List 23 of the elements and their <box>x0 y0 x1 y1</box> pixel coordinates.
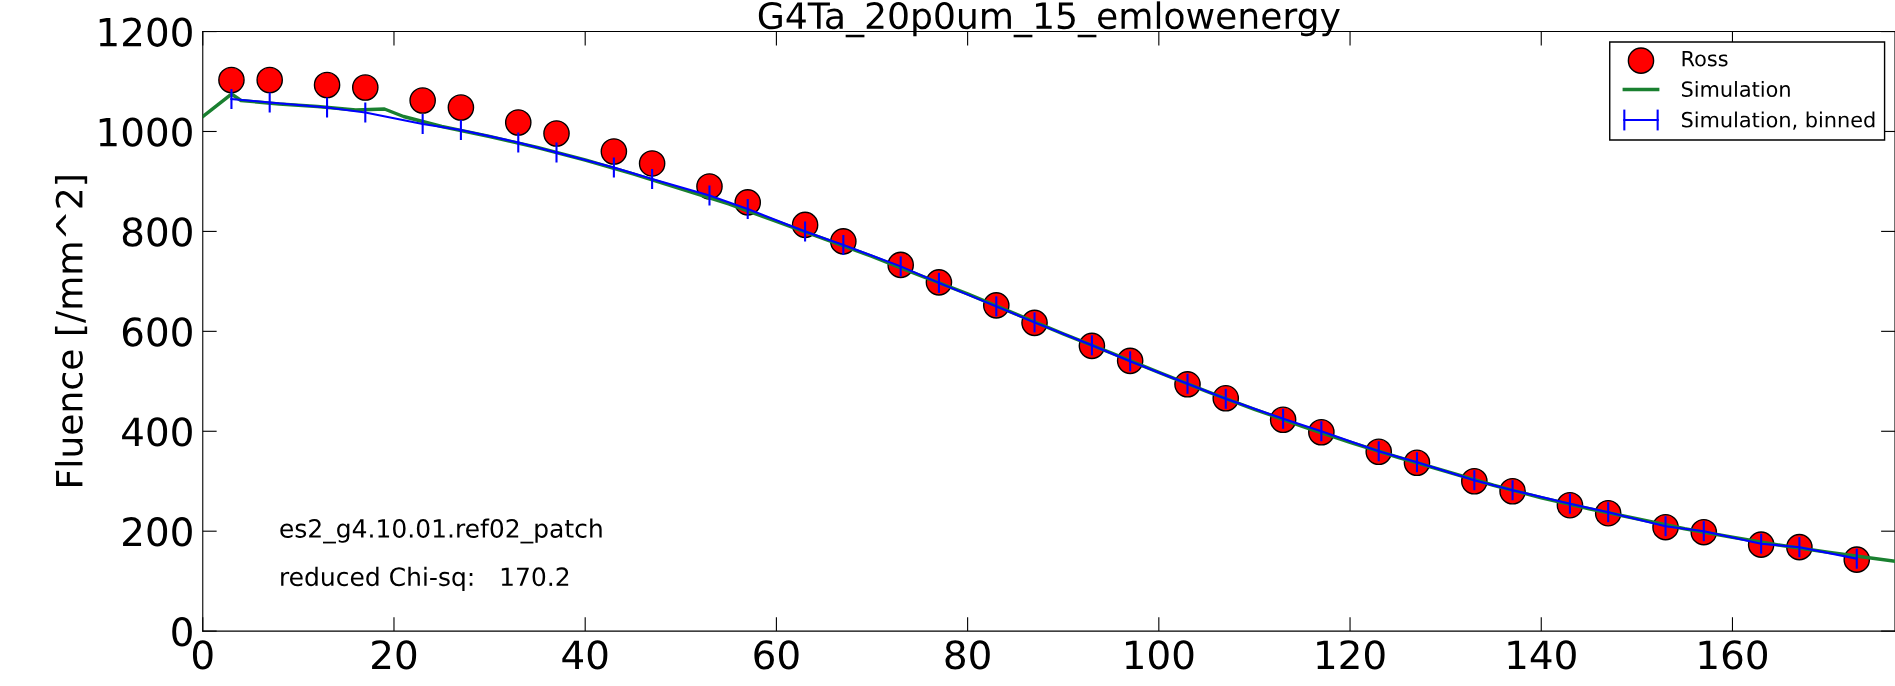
y-tick-label: 200 <box>123 517 192 547</box>
x-tick-label: 100 <box>1125 640 1194 670</box>
y-tick-label: 0 <box>172 617 192 647</box>
y-tick-label: 800 <box>122 217 192 247</box>
annotation: es2_g4.10.01.ref02_patch <box>280 518 602 544</box>
legend-label: Simulation <box>1681 80 1790 98</box>
y-tick-label: 400 <box>122 417 192 447</box>
annotation: reduced Chi-sq: 170.2 <box>281 566 569 592</box>
y-tick-label: 1200 <box>99 17 192 47</box>
legend-label: Simulation, binned <box>1681 111 1875 130</box>
y-axis-title: Fluence [/mm^2] <box>54 176 88 486</box>
x-tick-label: 140 <box>1508 640 1576 670</box>
x-tick-label: 0 <box>192 640 213 670</box>
x-tick-label: 120 <box>1317 640 1385 670</box>
legend-label: Ross <box>1682 50 1728 67</box>
x-tick-label: 20 <box>372 640 417 670</box>
x-tick-label: 80 <box>945 640 990 670</box>
x-tick-label: 160 <box>1699 640 1767 670</box>
y-tick-label: 600 <box>122 317 192 347</box>
x-tick-label: 40 <box>562 640 608 670</box>
chart-title: G4Ta_20p0um_15_emlowenergy <box>758 1 1340 38</box>
x-tick-label: 60 <box>754 640 799 670</box>
y-tick-label: 1000 <box>99 117 192 147</box>
